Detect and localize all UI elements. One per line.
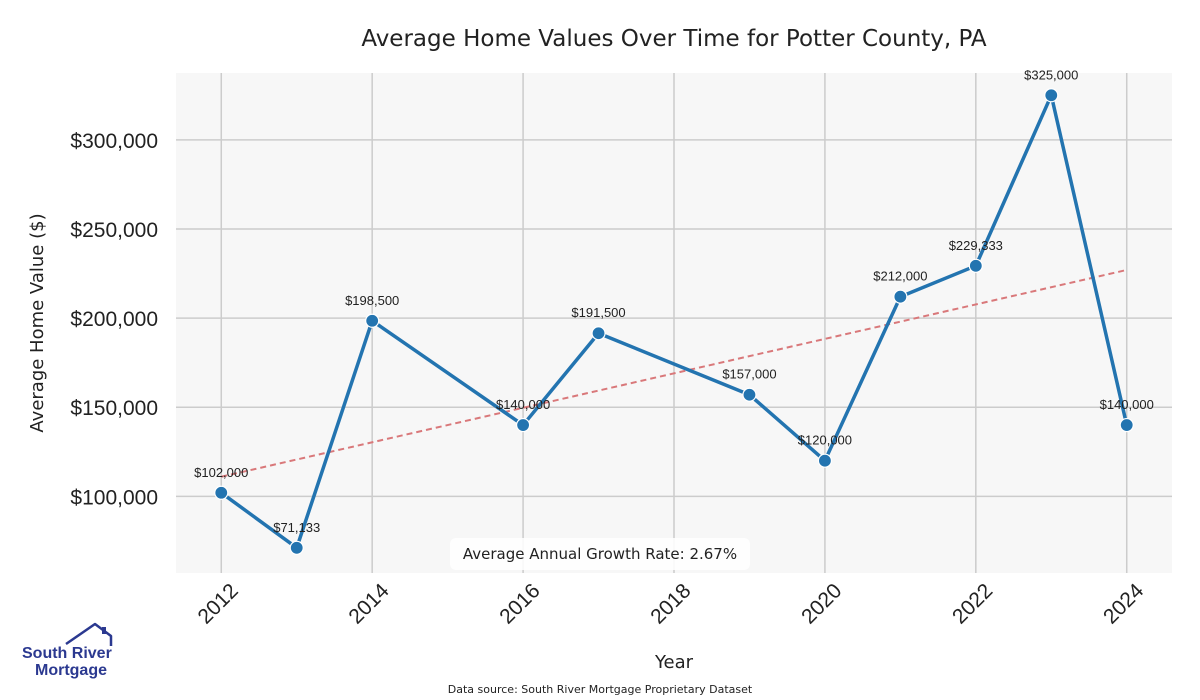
data-point [515,417,531,433]
x-tick-label: 2014 [344,579,394,629]
x-tick-label: 2018 [646,579,695,628]
chart-title: Average Home Values Over Time for Potter… [361,26,987,52]
data-point [1119,417,1134,433]
x-axis-ticks: 2012 2014 2016 2018 2020 2022 2024 [194,579,1149,629]
logo-line-2: Mortgage [35,662,107,679]
x-tick-label: 2016 [495,579,544,628]
data-point [893,289,908,304]
data-label: $198,500 [345,293,399,308]
data-point [591,326,606,341]
data-point [365,313,380,328]
y-tick-label: $150,000 [70,397,158,420]
data-point [214,485,229,500]
data-point [289,540,304,555]
data-label: $191,500 [571,305,625,320]
data-source-note: Data source: South River Mortgage Propri… [448,683,753,696]
company-logo: South River Mortgage [22,622,113,679]
data-label: $71,133 [273,520,320,535]
data-label: $157,000 [722,367,776,382]
data-points [214,88,1134,555]
data-point [742,387,757,402]
data-label: $212,000 [873,269,927,284]
data-label: $140,000 [1100,397,1154,412]
growth-rate-box [450,538,750,570]
data-label: $325,000 [1024,67,1078,82]
data-point [968,258,983,273]
y-tick-label: $250,000 [70,219,158,242]
y-tick-label: $200,000 [70,308,158,331]
data-point [817,453,833,468]
data-label: $140,000 [496,397,550,412]
data-label: $102,000 [194,465,248,480]
data-labels: $102,000 $71,133 $198,500 $140,000 $191,500 $… [194,67,1154,535]
grid [176,73,1172,573]
x-tick-label: 2024 [1099,579,1149,629]
y-axis-label: Average Home Value ($) [27,213,48,432]
x-tick-label: 2020 [797,579,846,628]
data-label: $229,333 [949,238,1003,253]
x-axis-label: Year [654,652,694,673]
y-tick-label: $100,000 [70,486,158,509]
growth-rate-annotation: Average Annual Growth Rate: 2.67% [463,545,737,563]
x-tick-label: 2022 [948,579,997,628]
y-tick-label: $300,000 [70,130,158,153]
x-tick-label: 2012 [194,579,243,628]
y-axis-ticks: $100,000 $150,000 $200,000 $250,000 $300,000 [70,130,158,510]
data-label: $120,000 [798,433,852,448]
data-point [1044,88,1059,103]
trend-line [221,268,1127,478]
logo-line-1: South River [22,645,112,662]
chimney-icon [102,627,106,634]
